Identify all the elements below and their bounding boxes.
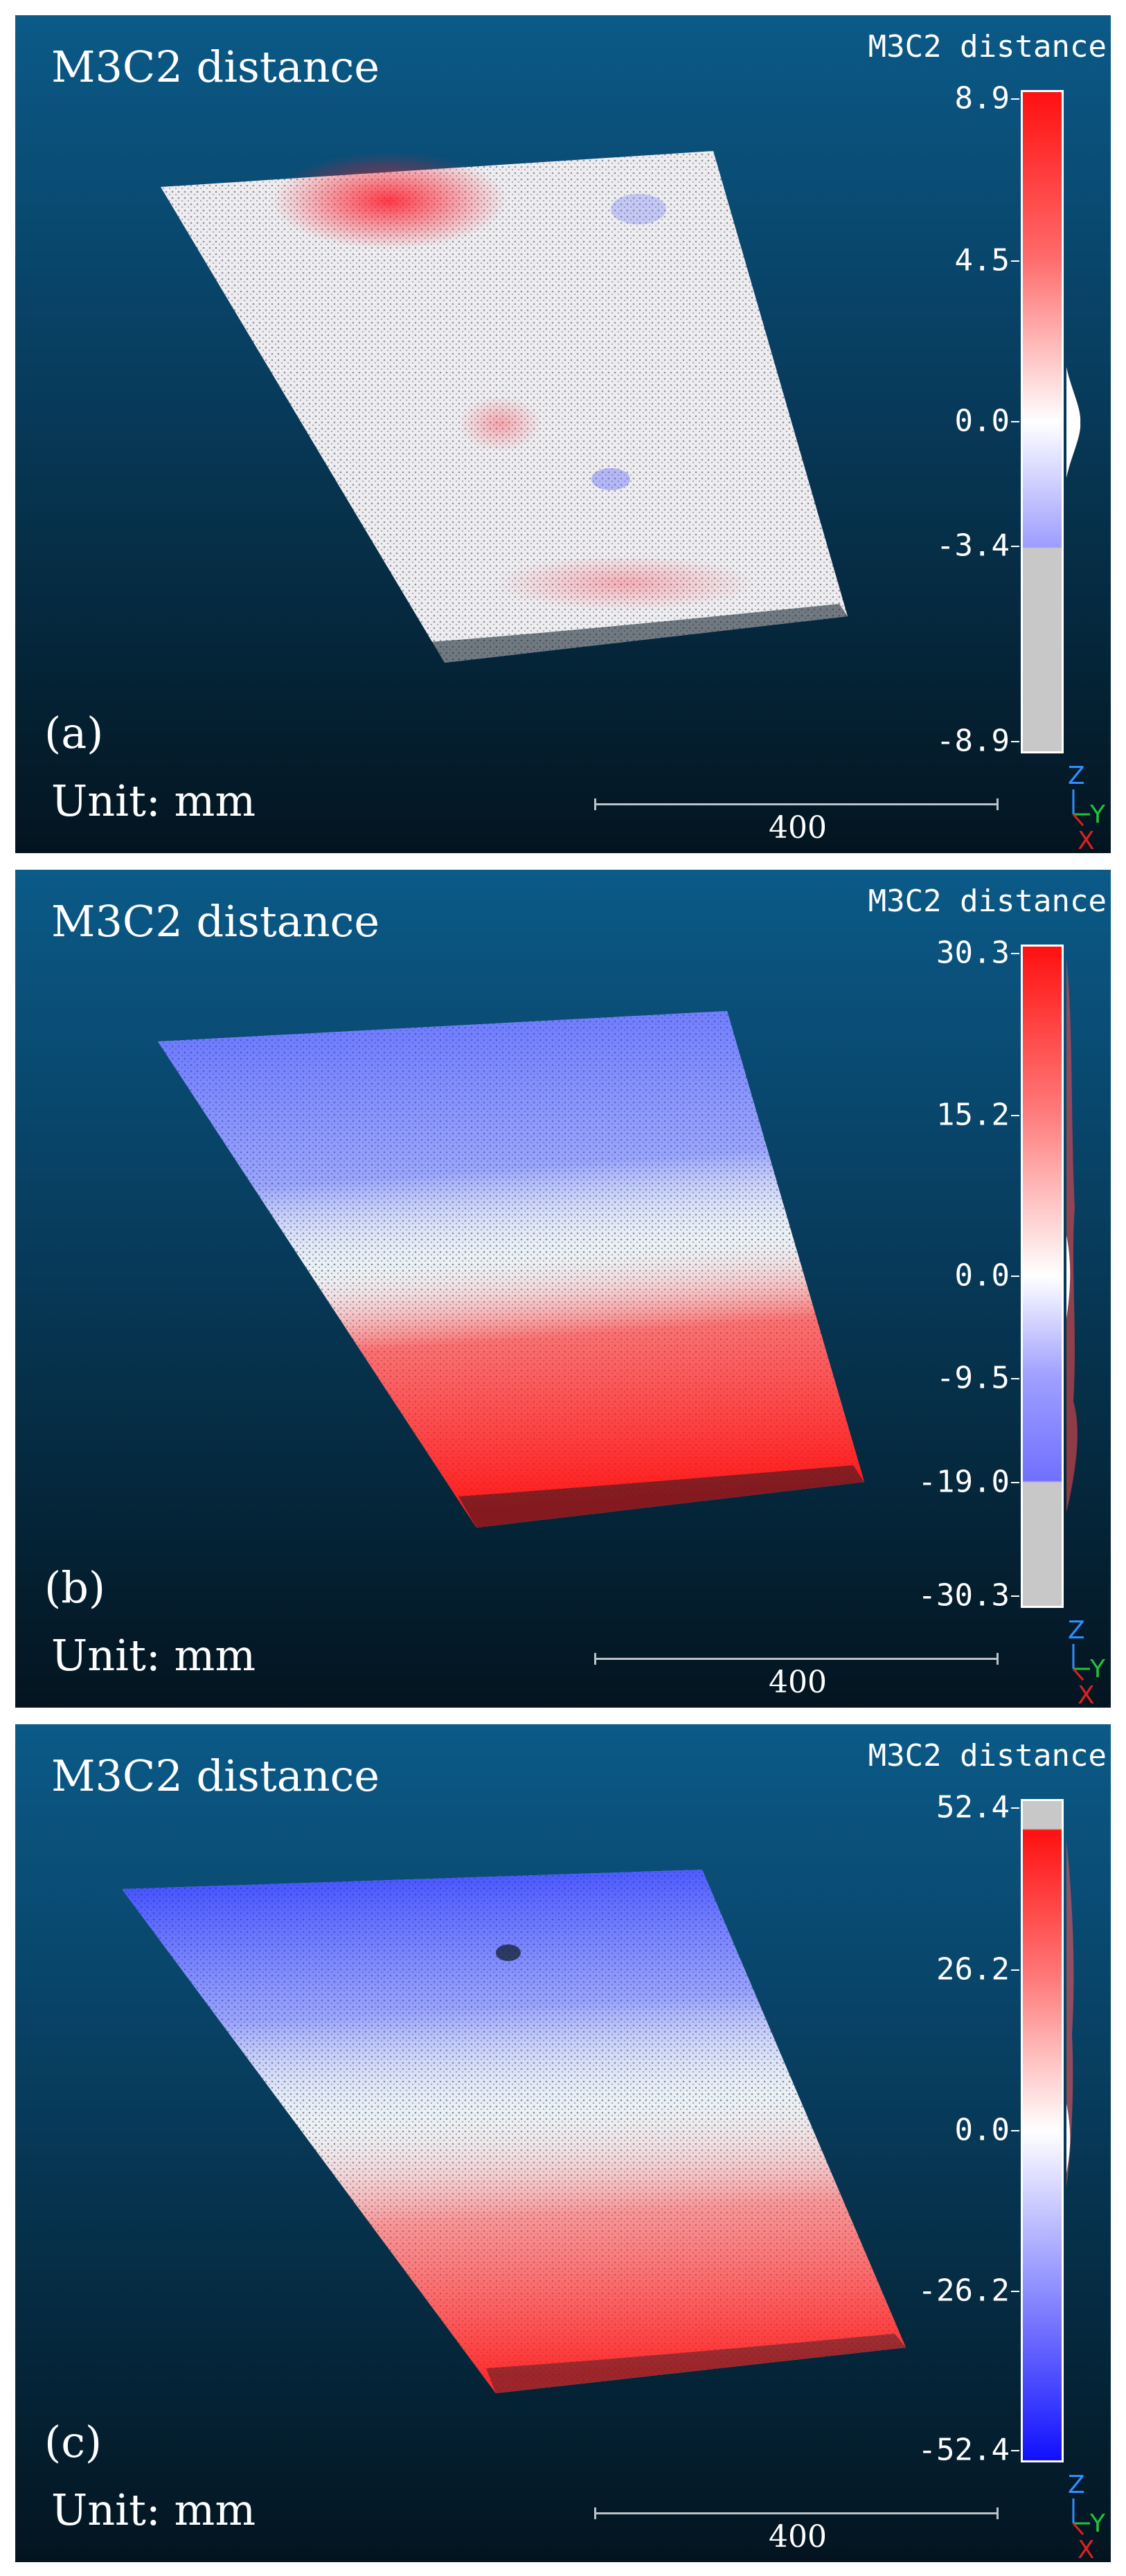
tick-label: -3.4 (936, 528, 1010, 564)
tick-label: 30.3 (936, 935, 1010, 971)
colorbar-title: M3C2 distance (868, 29, 1107, 64)
axis-y-label: Y (1089, 1655, 1106, 1683)
tick-mark (1011, 2291, 1019, 2292)
scale-bar (594, 1658, 999, 1660)
scale-bar-value: 400 (769, 2519, 827, 2555)
panel-title: M3C2 distance (51, 42, 380, 92)
tick-label: 4.5 (954, 242, 1010, 278)
tick-label: -30.3 (918, 1577, 1010, 1613)
panel-label: (b) (44, 1562, 106, 1613)
tick-mark (1011, 98, 1019, 100)
tick-mark (1011, 1378, 1019, 1379)
scale-bar (594, 803, 999, 805)
colorbar-histogram (1066, 1841, 1074, 2187)
tick-mark (1011, 421, 1019, 422)
panel-c: M3C2 distance M3C2 distance 52.4 26.2 0.… (15, 1724, 1111, 2562)
axis-gizmo: Z Y X (1068, 762, 1106, 853)
axis-x-label: X (1078, 827, 1095, 853)
axis-gizmo: Z Y X (1068, 1616, 1106, 1708)
colorbar (1021, 1799, 1064, 2462)
scale-bar-value: 400 (769, 1665, 827, 1700)
tick-mark (1011, 953, 1019, 954)
tick-label: 15.2 (936, 1097, 1010, 1133)
tick-label: -19.0 (918, 1464, 1010, 1500)
tick-mark (1011, 2130, 1019, 2131)
tick-label: 26.2 (936, 1951, 1010, 1987)
scale-bar-tick (594, 1653, 596, 1665)
scale-bar-tick (997, 1653, 999, 1665)
tick-label: 0.0 (954, 2112, 1010, 2148)
colorbar (1021, 945, 1064, 1608)
tick-mark (1011, 1969, 1019, 1971)
tick-mark (1011, 1595, 1019, 1597)
tick-label: -52.4 (918, 2432, 1010, 2468)
panel-title: M3C2 distance (51, 896, 380, 947)
panel-a: M3C2 distance M3C2 distance 8.9 4.5 0.0 … (15, 15, 1111, 853)
point-cloud-a (161, 151, 848, 663)
colorbar-histogram (1066, 367, 1081, 478)
tick-mark (1011, 1276, 1019, 1277)
panel-label: (a) (44, 708, 104, 758)
axis-y-label: Y (1089, 2510, 1106, 2538)
tick-mark (1011, 2450, 1019, 2451)
axis-x-label: X (1078, 1681, 1095, 1708)
axis-z-label: Z (1068, 762, 1085, 790)
tick-label: -9.5 (936, 1360, 1010, 1396)
colorbar-title: M3C2 distance (868, 884, 1107, 919)
tick-label: 0.0 (954, 1258, 1010, 1294)
unit-label: Unit: mm (51, 2485, 256, 2535)
axis-x-label: X (1078, 2536, 1095, 2562)
panel-b: M3C2 distance M3C2 distance 30.3 15.2 0.… (15, 870, 1111, 1708)
tick-mark (1011, 260, 1019, 262)
panel-title: M3C2 distance (51, 1751, 380, 1801)
tick-label: -8.9 (936, 723, 1010, 759)
point-cloud-b (158, 1011, 864, 1528)
colorbar-title: M3C2 distance (868, 1738, 1107, 1773)
tick-label: 52.4 (936, 1789, 1010, 1825)
unit-label: Unit: mm (51, 1630, 256, 1681)
scale-bar-tick (997, 2507, 999, 2519)
tick-mark (1011, 1807, 1019, 1809)
axis-y-label: Y (1089, 800, 1106, 829)
colorbar-histogram (1066, 958, 1078, 1512)
colorbar (1021, 90, 1064, 753)
scale-bar-value: 400 (769, 810, 827, 846)
tick-mark (1011, 546, 1019, 547)
tick-label: 8.9 (954, 80, 1010, 116)
tick-mark (1011, 1115, 1019, 1116)
axis-z-label: Z (1068, 2471, 1085, 2499)
panel-label: (c) (44, 2417, 102, 2467)
tick-mark (1011, 1482, 1019, 1483)
scale-bar (594, 2512, 999, 2514)
axis-gizmo: Z Y X (1068, 2471, 1106, 2562)
unit-label: Unit: mm (51, 776, 256, 826)
scale-bar-tick (594, 2507, 596, 2519)
tick-mark (1011, 741, 1019, 742)
tick-label: -26.2 (918, 2273, 1010, 2309)
axis-z-label: Z (1068, 1616, 1085, 1645)
tick-label: 0.0 (954, 403, 1010, 439)
scale-bar-tick (594, 798, 596, 810)
scale-bar-tick (997, 798, 999, 810)
point-cloud-c (122, 1870, 906, 2393)
